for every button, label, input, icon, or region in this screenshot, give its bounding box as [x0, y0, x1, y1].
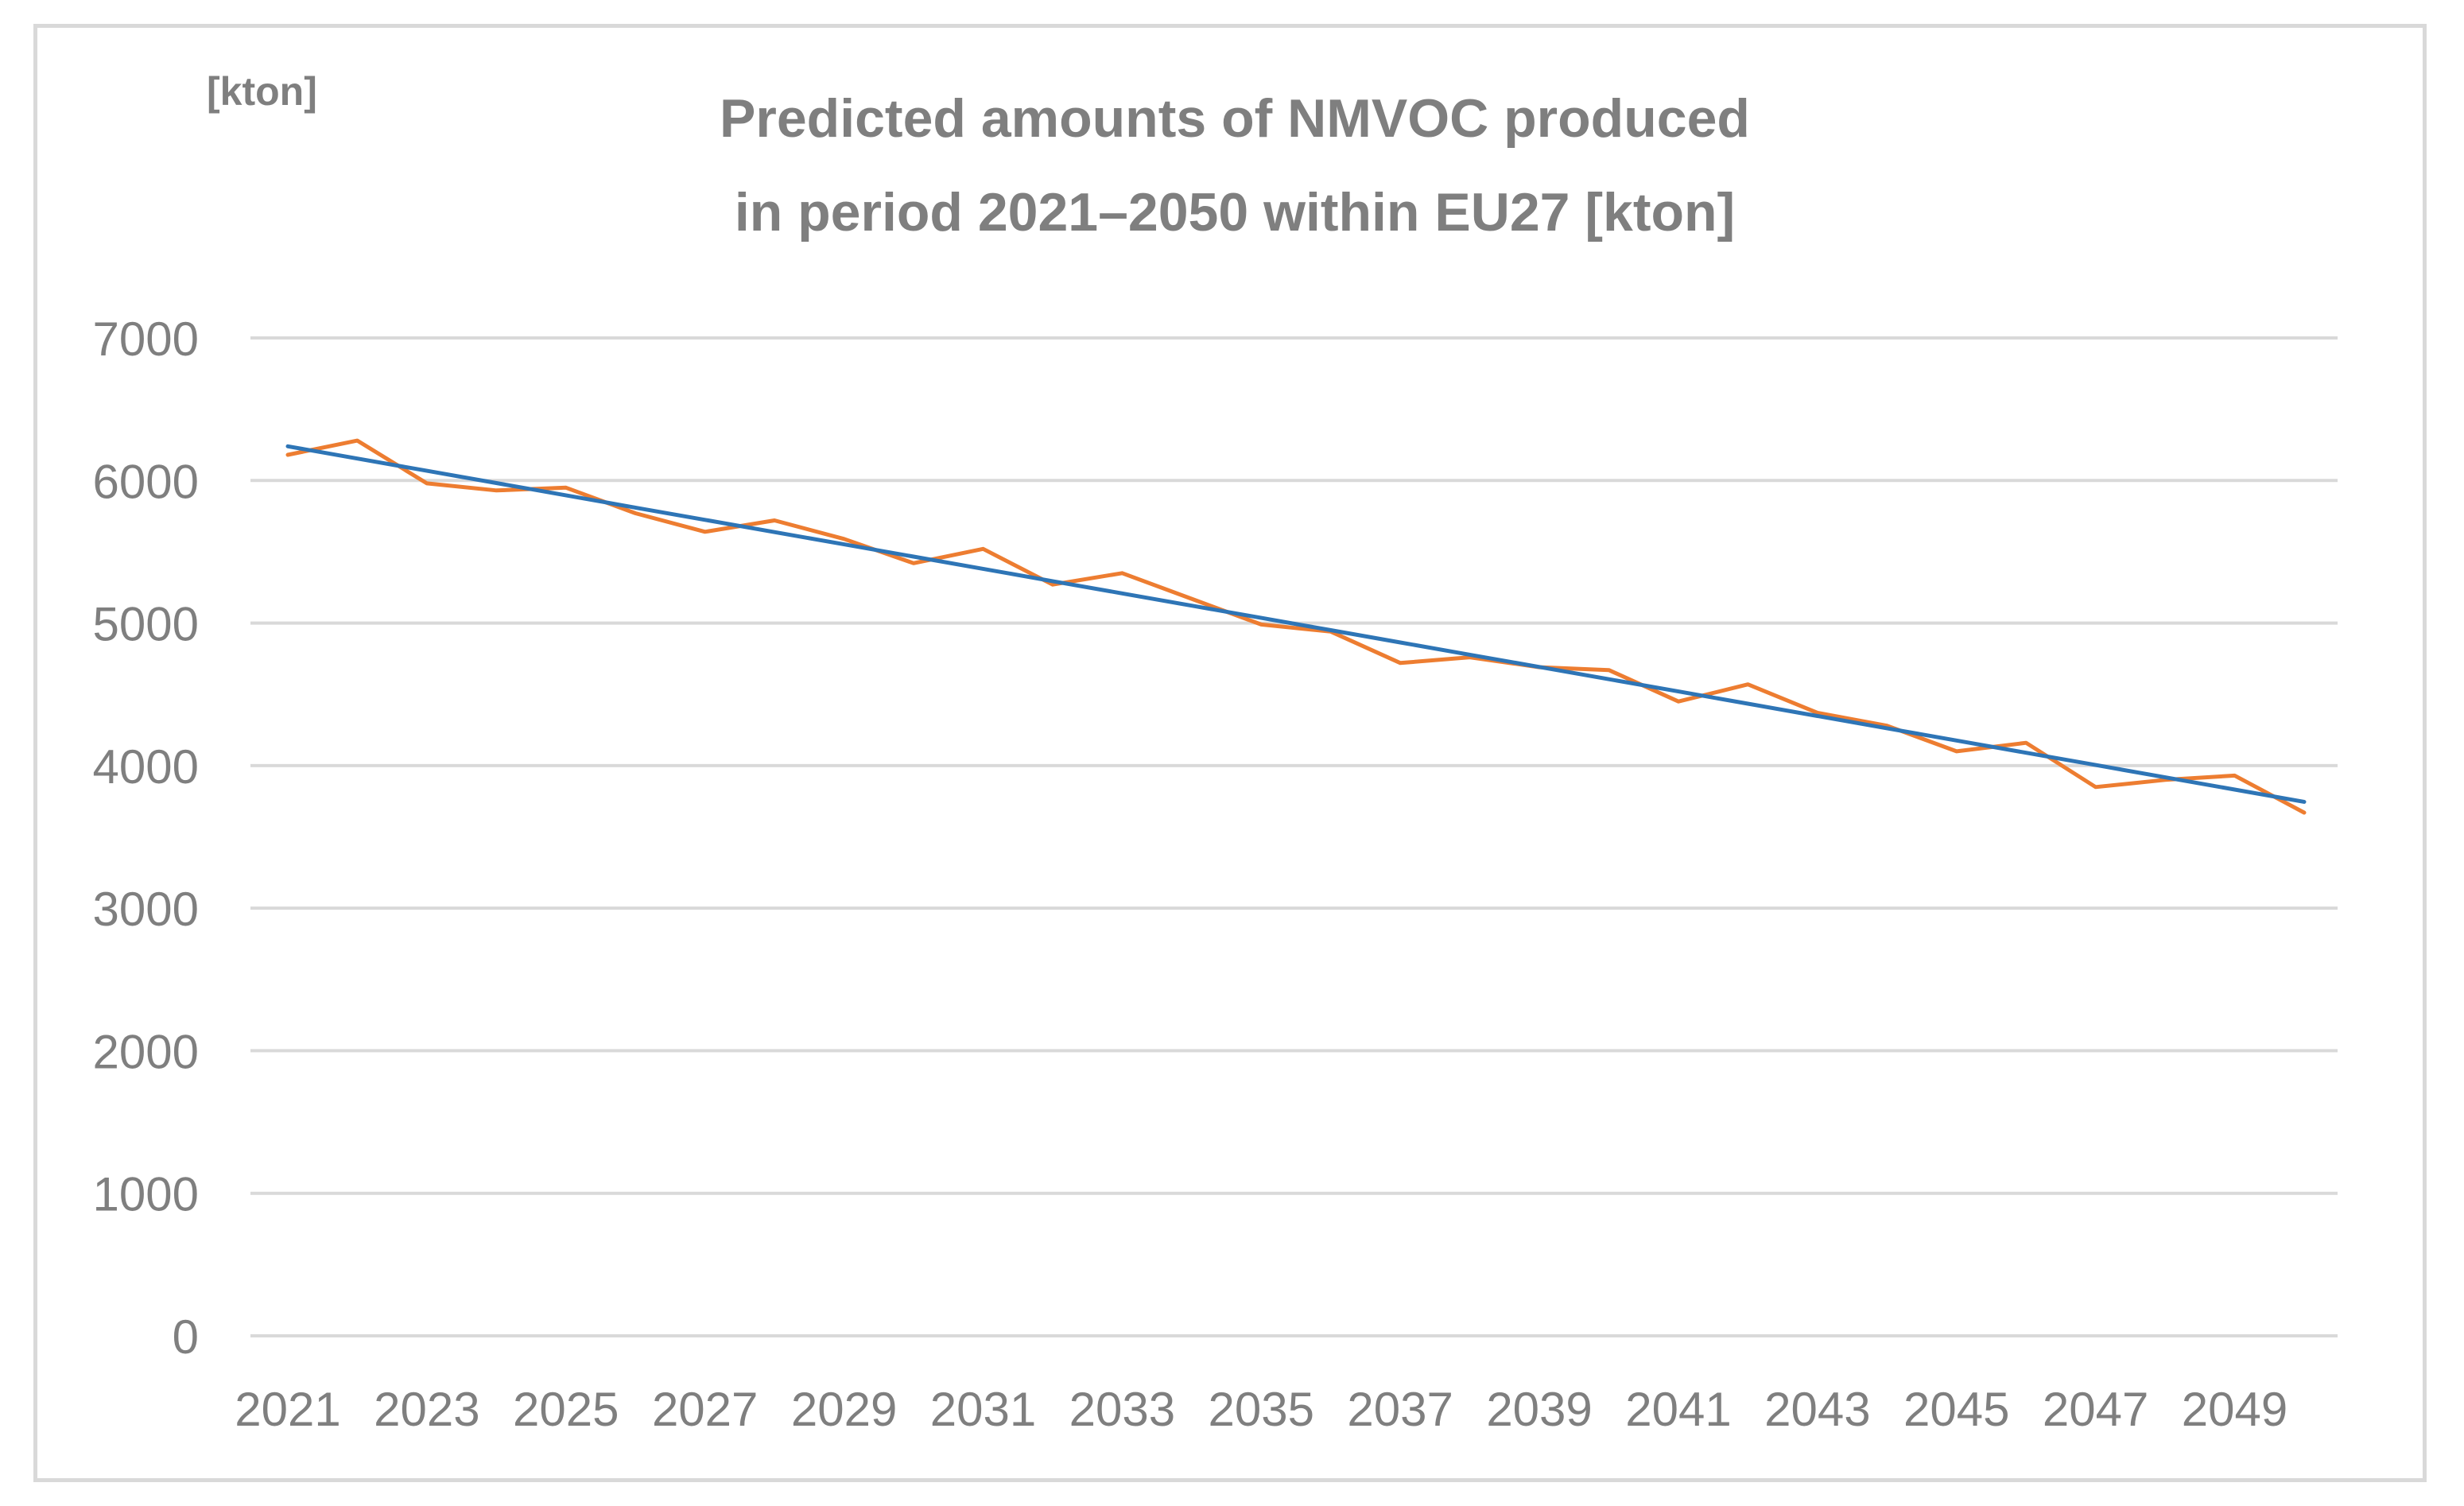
series-line-predicted	[285, 438, 2307, 815]
x-tick-label: 2049	[2182, 1383, 2287, 1436]
chart-title-line-1: Predicted amounts of NMVOC produced	[720, 88, 1750, 149]
x-tick-label: 2023	[374, 1383, 479, 1436]
x-tick-label: 2033	[1069, 1383, 1175, 1436]
x-tick-label: 2025	[513, 1383, 619, 1436]
x-tick-label: 2029	[791, 1383, 897, 1436]
chart-title-line-2: in period 2021–2050 within EU27 [kton]	[735, 182, 1735, 243]
y-tick-label: 5000	[93, 598, 199, 651]
y-tick-label: 4000	[93, 740, 199, 794]
y-tick-label: 1000	[93, 1168, 199, 1221]
x-tick-label: 2027	[652, 1383, 758, 1436]
x-tick-label: 2041	[1625, 1383, 1731, 1436]
y-tick-label: 6000	[93, 455, 199, 508]
unit-label: [kton]	[207, 69, 317, 114]
x-tick-label: 2039	[1486, 1383, 1592, 1436]
x-tick-label: 2021	[235, 1383, 340, 1436]
x-tick-label: 2045	[1903, 1383, 2009, 1436]
x-tick-label: 2031	[930, 1383, 1036, 1436]
y-tick-label: 0	[173, 1310, 199, 1364]
y-tick-label: 3000	[93, 883, 199, 936]
x-tick-label: 2035	[1209, 1383, 1314, 1436]
y-tick-label: 2000	[93, 1025, 199, 1078]
x-tick-label: 2043	[1764, 1383, 1870, 1436]
y-tick-label: 7000	[93, 312, 199, 366]
x-tick-label: 2037	[1347, 1383, 1453, 1436]
x-tick-label: 2047	[2043, 1383, 2148, 1436]
series-line-trend	[285, 444, 2307, 804]
